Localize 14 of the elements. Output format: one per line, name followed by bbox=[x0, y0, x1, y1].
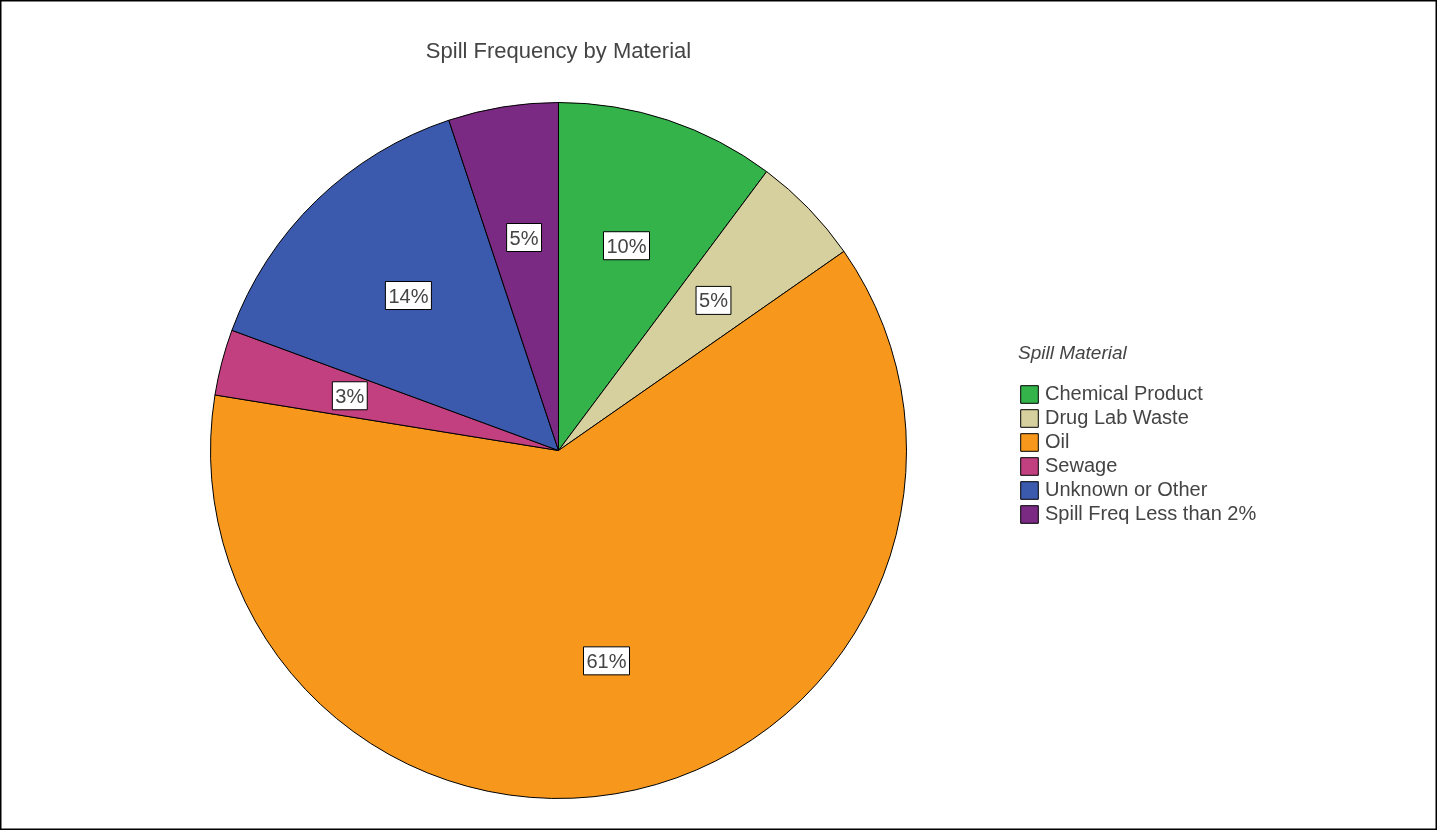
legend-label: Unknown or Other bbox=[1045, 478, 1208, 501]
data-label: 61% bbox=[586, 649, 627, 672]
data-label: 5% bbox=[509, 226, 539, 249]
legend-label: Spill Freq Less than 2% bbox=[1045, 502, 1257, 525]
data-label: 5% bbox=[699, 289, 729, 312]
legend-label: Oil bbox=[1045, 430, 1070, 453]
data-label: 10% bbox=[606, 234, 647, 257]
legend-label: Sewage bbox=[1045, 454, 1118, 477]
data-label: 3% bbox=[335, 384, 365, 407]
chart-title: Spill Frequency by Material bbox=[425, 37, 692, 63]
legend-label: Drug Lab Waste bbox=[1045, 406, 1189, 429]
data-label: 14% bbox=[388, 284, 429, 307]
legend-title: Spill Material bbox=[1018, 342, 1128, 364]
legend-label: Chemical Product bbox=[1045, 382, 1203, 405]
